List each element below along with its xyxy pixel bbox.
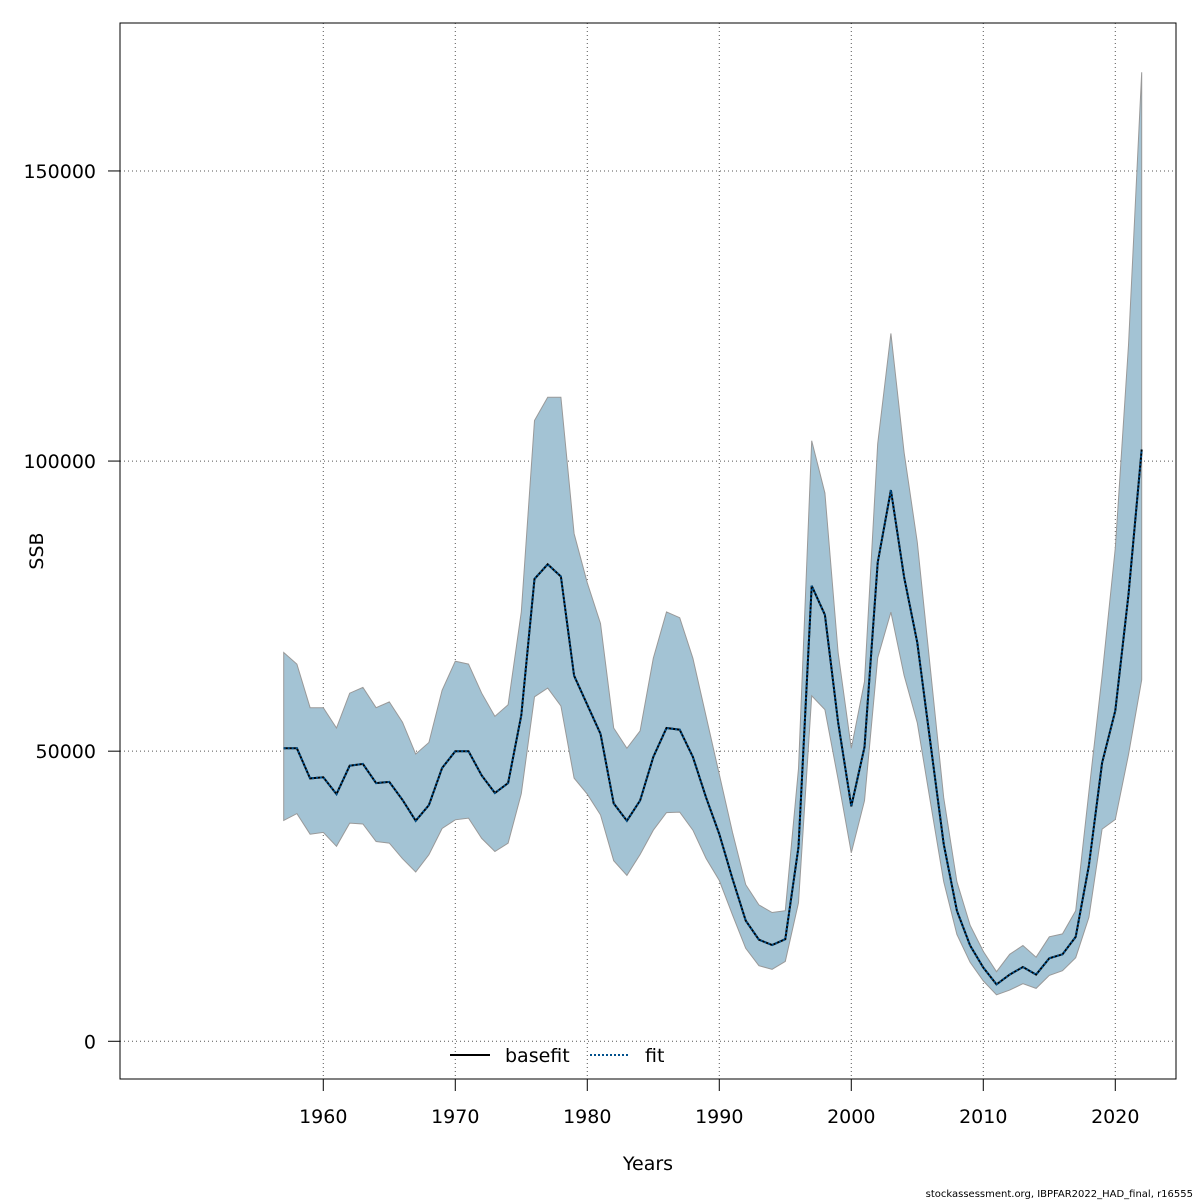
plot-frame — [119, 22, 1177, 1080]
grid-lines — [120, 23, 1176, 1079]
legend-basefit-label: basefit — [505, 1045, 570, 1067]
series-fit-line — [283, 449, 1143, 986]
x-tick-label-3: 1990 — [695, 1106, 743, 1128]
ssb-confidence-band — [283, 72, 1143, 996]
footer-credit: stockassessment.org, IBPFAR2022_HAD_fina… — [926, 1189, 1193, 1200]
x-tick-label-5: 2010 — [959, 1106, 1007, 1128]
confidence-band — [283, 72, 1143, 996]
series-basefit-line — [283, 449, 1143, 986]
x-tick-label-4: 2000 — [827, 1106, 875, 1128]
x-tick-label-0: 1960 — [299, 1106, 347, 1128]
x-tick-label-6: 2020 — [1091, 1106, 1139, 1128]
y-axis-title: SSB — [26, 532, 48, 569]
legend: basefit fit — [450, 1045, 664, 1067]
x-axis-title: Years — [622, 1153, 673, 1175]
series-lines — [283, 449, 1143, 986]
y-tick-label-3: 150000 — [23, 161, 96, 183]
legend-fit-label: fit — [645, 1045, 664, 1067]
y-tick-label-1: 50000 — [36, 741, 96, 763]
y-tick-label-2: 100000 — [23, 451, 96, 473]
x-tick-label-2: 1980 — [563, 1106, 611, 1128]
x-tick-label-1: 1970 — [431, 1106, 479, 1128]
x-axis: 1960 1970 1980 1990 2000 2010 2020 — [299, 1079, 1139, 1128]
y-tick-label-0: 0 — [84, 1031, 96, 1053]
y-axis: 0 50000 100000 150000 — [23, 161, 120, 1053]
